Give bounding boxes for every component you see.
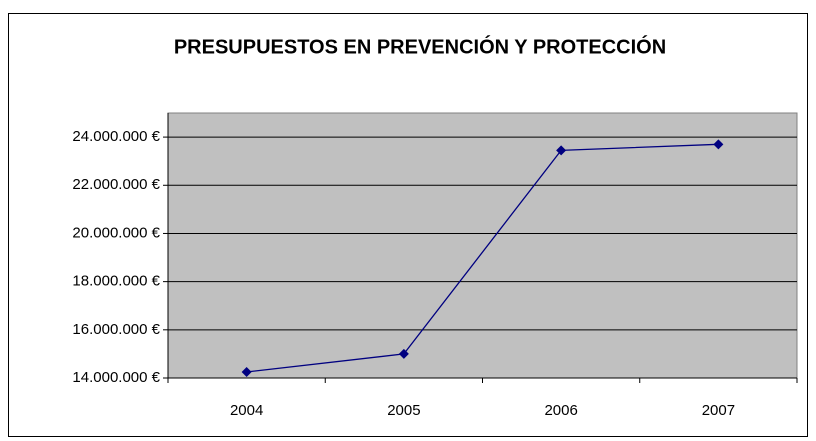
y-tick-label: 14.000.000 € [72, 369, 160, 386]
y-tick-label: 22.000.000 € [72, 176, 160, 193]
x-tick-label: 2004 [230, 402, 263, 419]
x-tick-label: 2007 [702, 402, 735, 419]
x-tick-label: 2005 [387, 402, 420, 419]
y-tick-label: 20.000.000 € [72, 224, 160, 241]
data-point [398, 348, 409, 359]
data-line [246, 143, 719, 373]
data-point [713, 139, 724, 150]
plot-area [167, 112, 798, 379]
y-tick-label: 24.000.000 € [72, 128, 160, 145]
y-tick-label: 18.000.000 € [72, 273, 160, 290]
data-point [241, 366, 252, 377]
data-point [556, 145, 567, 156]
chart-title: PRESUPUESTOS EN PREVENCIÓN Y PROTECCIÓN [174, 34, 666, 58]
x-tick-label: 2006 [544, 402, 577, 419]
y-tick-label: 16.000.000 € [72, 321, 160, 338]
